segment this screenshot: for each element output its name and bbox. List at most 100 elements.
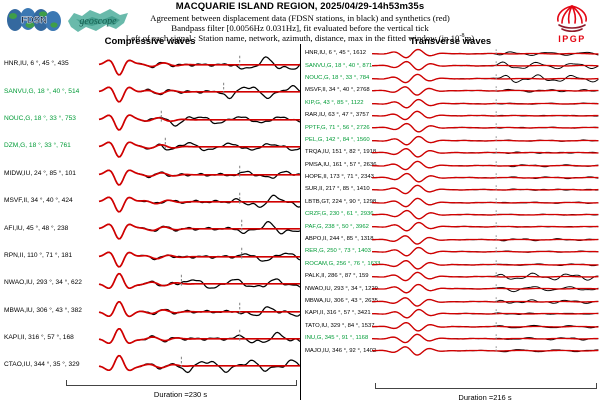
trace-observed bbox=[98, 273, 301, 289]
waveform-plot bbox=[372, 172, 599, 183]
station-label: SANVU,G, 18 °, 40 °, 514 bbox=[4, 87, 80, 95]
trace-synthetic bbox=[372, 346, 599, 357]
trace-synthetic bbox=[372, 321, 599, 332]
waveform-plot bbox=[98, 272, 301, 290]
header-subtitle-3: Left of each signal : Station name, netw… bbox=[0, 33, 600, 43]
station-row-hnr: HNR,IU, 6 °, 45 °, 435 bbox=[0, 50, 301, 77]
waveform-plot bbox=[372, 48, 599, 59]
waveform-plot bbox=[372, 61, 599, 71]
trace-synthetic bbox=[98, 272, 300, 290]
trace-synthetic bbox=[372, 197, 599, 207]
transverse-waves-panel: HNR,IU, 6 °, 45 °, 1612 SANVU,G, 18 °, 40… bbox=[303, 47, 600, 357]
trace-synthetic bbox=[372, 296, 599, 307]
waveform-plot bbox=[98, 83, 301, 104]
station-label: LBTB,GT, 224 °, 90 °, 1298 bbox=[305, 198, 377, 205]
waveform-plot bbox=[372, 73, 599, 84]
column-title-compressive: Compressive waves bbox=[104, 36, 196, 47]
fdsn-logo-text: FDSN bbox=[21, 15, 47, 26]
trace-synthetic bbox=[98, 196, 300, 213]
trace-synthetic bbox=[372, 135, 599, 146]
duration-label-right: Duration =216 s bbox=[458, 393, 512, 402]
waveform-plot bbox=[372, 271, 599, 282]
station-label: PEL,G, 142 °, 84 °, 1560 bbox=[305, 136, 370, 143]
station-row-sanvu: SANVU,G, 18 °, 40 °, 871 bbox=[303, 59, 600, 71]
station-label: PAF,G, 238 °, 50 °, 3962 bbox=[305, 223, 369, 230]
trace-synthetic bbox=[98, 300, 300, 317]
station-label: MAJO,IU, 346 °, 92 °, 1402 bbox=[305, 347, 377, 354]
station-row-msvf: MSVF,II, 34 °, 40 °, 2768 bbox=[303, 84, 600, 96]
fdsn-logo-icon: FDSN bbox=[7, 8, 61, 31]
trace-synthetic bbox=[372, 284, 599, 294]
waveform-plot bbox=[98, 220, 301, 240]
trace-synthetic bbox=[98, 86, 300, 104]
waveform-plot bbox=[372, 321, 599, 332]
station-row-palk: PALK,II, 286 °, 87 °, 159 bbox=[303, 270, 600, 282]
waveform-plot bbox=[372, 98, 599, 109]
trace-synthetic bbox=[98, 59, 300, 76]
station-row-majo: MAJO,IU, 346 °, 92 °, 1402 bbox=[303, 344, 600, 357]
station-label: INU,G, 345 °, 91 °, 1168 bbox=[305, 335, 369, 342]
station-row-abpo: ABPO,II, 244 °, 85 °, 1318 bbox=[303, 233, 600, 245]
station-label: PPTF,G, 71 °, 56 °, 2726 bbox=[305, 124, 370, 131]
station-label: MBWA,IU, 306 °, 43 °, 2635 bbox=[305, 298, 378, 304]
station-row-trqa: TRQA,IU, 151 °, 82 °, 1918 bbox=[303, 146, 600, 158]
figure-header: MACQUARIE ISLAND REGION, 2025/04/29-14h5… bbox=[0, 1, 600, 43]
waveform-plot bbox=[372, 234, 599, 245]
waveform-plot bbox=[372, 209, 599, 220]
station-row-ctao: CTAO,IU, 344 °, 35 °, 329 bbox=[0, 351, 301, 378]
trace-observed bbox=[98, 251, 301, 268]
station-row-nouc: NOUC,G, 18 °, 33 °, 784 bbox=[303, 72, 600, 84]
panel-divider-line bbox=[300, 44, 301, 400]
trace-synthetic bbox=[372, 309, 599, 319]
waveform-plot bbox=[372, 346, 599, 357]
waveform-plot bbox=[372, 309, 599, 319]
waveform-plot bbox=[372, 247, 599, 257]
station-row-pptf: PPTF,G, 71 °, 56 °, 2726 bbox=[303, 121, 600, 133]
station-row-msvf: MSVF,II, 34 °, 40 °, 424 bbox=[0, 187, 301, 214]
trace-synthetic bbox=[372, 259, 599, 270]
geoscope-logo-text: geoscope bbox=[79, 16, 117, 27]
trace-synthetic bbox=[372, 185, 599, 195]
station-label: HNR,IU, 6 °, 45 °, 1612 bbox=[305, 50, 367, 57]
waveform-plot bbox=[372, 185, 599, 195]
trace-synthetic bbox=[372, 172, 599, 183]
station-label: AFI,IU, 45 °, 48 °, 238 bbox=[4, 224, 69, 232]
station-row-pmsa: PMSA,IU, 161 °, 57 °, 2636 bbox=[303, 159, 600, 171]
trace-synthetic bbox=[372, 148, 599, 158]
trace-synthetic bbox=[372, 333, 599, 344]
station-row-nouc: NOUC,G, 18 °, 33 °, 753 bbox=[0, 105, 301, 132]
station-row-hope: HOPE,II, 173 °, 71 °, 2343 bbox=[303, 171, 600, 183]
trace-synthetic bbox=[372, 123, 599, 133]
header-subtitle-1: Agreement between displacement data (FDS… bbox=[150, 12, 450, 23]
station-label: SUR,II, 217 °, 85 °, 1410 bbox=[305, 186, 370, 193]
trace-synthetic bbox=[372, 98, 599, 109]
header-exponent: -8 bbox=[459, 33, 465, 40]
waveform-plot bbox=[98, 110, 301, 131]
station-label: RAR,IU, 63 °, 47 °, 3757 bbox=[305, 112, 369, 119]
station-row-paf: PAF,G, 238 °, 50 °, 3962 bbox=[303, 220, 600, 232]
station-label: NOUC,G, 18 °, 33 °, 753 bbox=[4, 114, 76, 122]
waveform-plot bbox=[372, 86, 599, 96]
station-label: DZM,G, 18 °, 33 °, 761 bbox=[4, 142, 71, 150]
trace-synthetic bbox=[98, 141, 300, 158]
trace-synthetic bbox=[98, 169, 300, 186]
station-row-hnr: HNR,IU, 6 °, 45 °, 1612 bbox=[303, 47, 600, 59]
trace-observed bbox=[98, 328, 301, 344]
waveform-plot bbox=[372, 135, 599, 146]
station-label: RPN,II, 110 °, 71 °, 181 bbox=[4, 251, 73, 259]
station-label: ROCAM,G, 256 °, 76 °, 1633 bbox=[305, 260, 381, 267]
waveform-plot bbox=[372, 296, 599, 307]
trace-observed bbox=[98, 300, 301, 317]
waveform-plot bbox=[372, 259, 599, 270]
trace-synthetic bbox=[372, 271, 599, 282]
trace-synthetic bbox=[372, 110, 599, 121]
station-label: CTAO,IU, 344 °, 35 °, 329 bbox=[4, 361, 80, 369]
trace-synthetic bbox=[372, 222, 599, 232]
station-label: CRZF,G, 230 °, 61 °, 2936 bbox=[305, 211, 374, 218]
waveform-plot bbox=[372, 123, 599, 133]
station-row-rocam: ROCAM,G, 256 °, 76 °, 1633 bbox=[303, 258, 600, 270]
trace-synthetic bbox=[372, 86, 599, 96]
station-row-kip: KIP,G, 43 °, 85 °, 1122 bbox=[303, 97, 600, 109]
station-row-pel: PEL,G, 142 °, 84 °, 1560 bbox=[303, 134, 600, 146]
